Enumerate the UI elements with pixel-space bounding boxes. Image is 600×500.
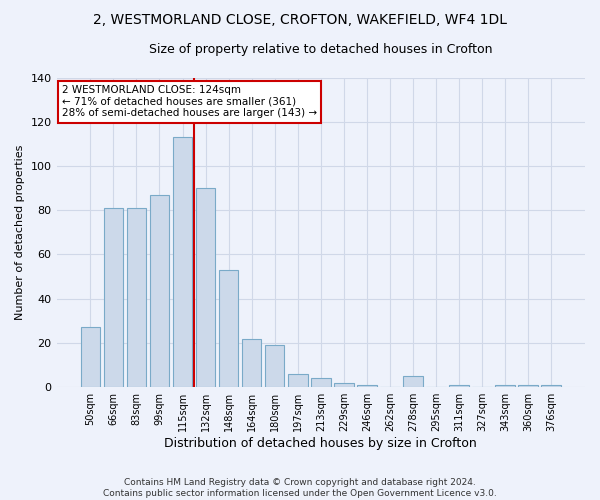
Bar [403,376,423,387]
Bar [219,270,238,387]
Bar [242,338,262,387]
Bar [104,208,123,387]
Text: 2 WESTMORLAND CLOSE: 124sqm
← 71% of detached houses are smaller (361)
28% of se: 2 WESTMORLAND CLOSE: 124sqm ← 71% of det… [62,85,317,118]
Text: 2, WESTMORLAND CLOSE, CROFTON, WAKEFIELD, WF4 1DL: 2, WESTMORLAND CLOSE, CROFTON, WAKEFIELD… [93,12,507,26]
Bar [127,208,146,387]
Bar [449,385,469,387]
Bar [196,188,215,387]
Bar [334,383,353,387]
Bar [173,137,193,387]
Bar [357,385,377,387]
Bar [311,378,331,387]
Bar [518,385,538,387]
X-axis label: Distribution of detached houses by size in Crofton: Distribution of detached houses by size … [164,437,477,450]
Bar [149,194,169,387]
Bar [265,345,284,387]
Title: Size of property relative to detached houses in Crofton: Size of property relative to detached ho… [149,42,493,56]
Y-axis label: Number of detached properties: Number of detached properties [15,144,25,320]
Bar [541,385,561,387]
Bar [80,328,100,387]
Bar [288,374,308,387]
Text: Contains HM Land Registry data © Crown copyright and database right 2024.
Contai: Contains HM Land Registry data © Crown c… [103,478,497,498]
Bar [496,385,515,387]
